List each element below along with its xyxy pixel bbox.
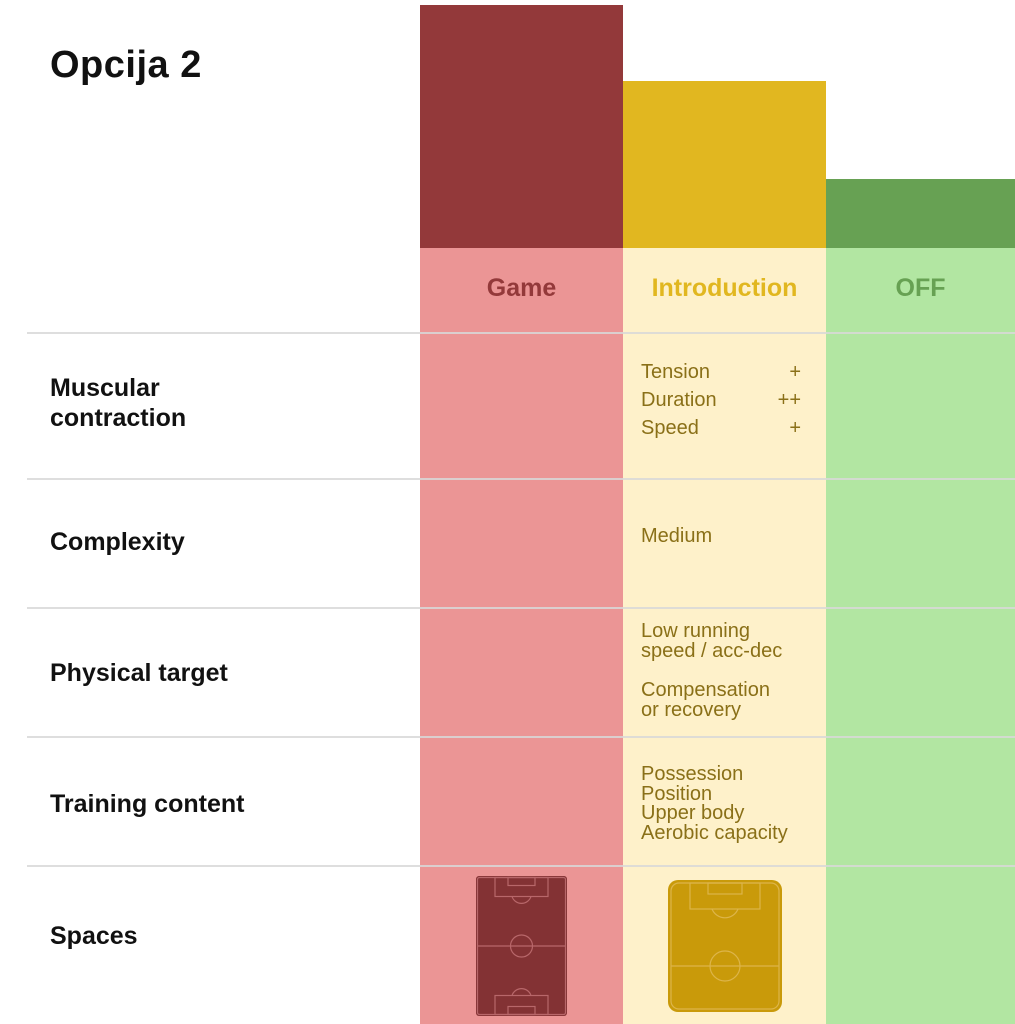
training-content-item: Upper body — [641, 802, 745, 824]
contraction-level: + — [789, 417, 801, 439]
physical-target-line: speed / acc-dec — [641, 640, 783, 662]
row-label-training-content: Training content — [50, 790, 245, 818]
row-label-line: contraction — [50, 404, 187, 432]
physical-target-line: Compensation — [641, 679, 770, 701]
introduction-pitch-icon — [668, 880, 782, 1012]
muscular-contraction-item: Speed + — [641, 414, 801, 442]
row-label-line: Muscular — [50, 374, 160, 402]
training-content-item: Possession — [641, 763, 744, 785]
game-bar — [420, 5, 623, 248]
page-title: Opcija 2 — [50, 44, 202, 86]
training-content-item: Aerobic capacity — [641, 822, 788, 844]
game-pitch-icon — [476, 876, 567, 1016]
contraction-name: Duration — [641, 389, 717, 411]
muscular-contraction-item: Duration ++ — [641, 386, 801, 414]
row-divider — [27, 607, 1015, 609]
physical-target-line: Low running — [641, 620, 750, 642]
row-label-muscular-contraction: Muscular contraction — [50, 373, 186, 433]
column-header-game: Game — [486, 274, 557, 302]
row-divider — [27, 865, 1015, 867]
column-header-introduction: Introduction — [651, 274, 798, 302]
contraction-level: + — [789, 361, 801, 383]
contraction-name: Tension — [641, 361, 710, 383]
row-label-spaces: Spaces — [50, 922, 138, 950]
contraction-level: ++ — [777, 389, 801, 411]
row-label-complexity: Complexity — [50, 528, 185, 556]
training-content-item: Position — [641, 783, 713, 805]
row-label-physical-target: Physical target — [50, 659, 228, 687]
introduction-bar — [623, 81, 826, 248]
row-divider — [27, 736, 1015, 738]
complexity-value: Medium — [641, 525, 713, 547]
row-divider — [27, 478, 1015, 480]
contraction-name: Speed — [641, 417, 699, 439]
off-column — [826, 248, 1015, 1024]
off-bar — [826, 179, 1015, 248]
column-header-off: OFF — [895, 274, 946, 302]
row-divider — [27, 332, 1015, 334]
physical-target-line: or recovery — [641, 699, 742, 721]
muscular-contraction-item: Tension + — [641, 358, 801, 386]
